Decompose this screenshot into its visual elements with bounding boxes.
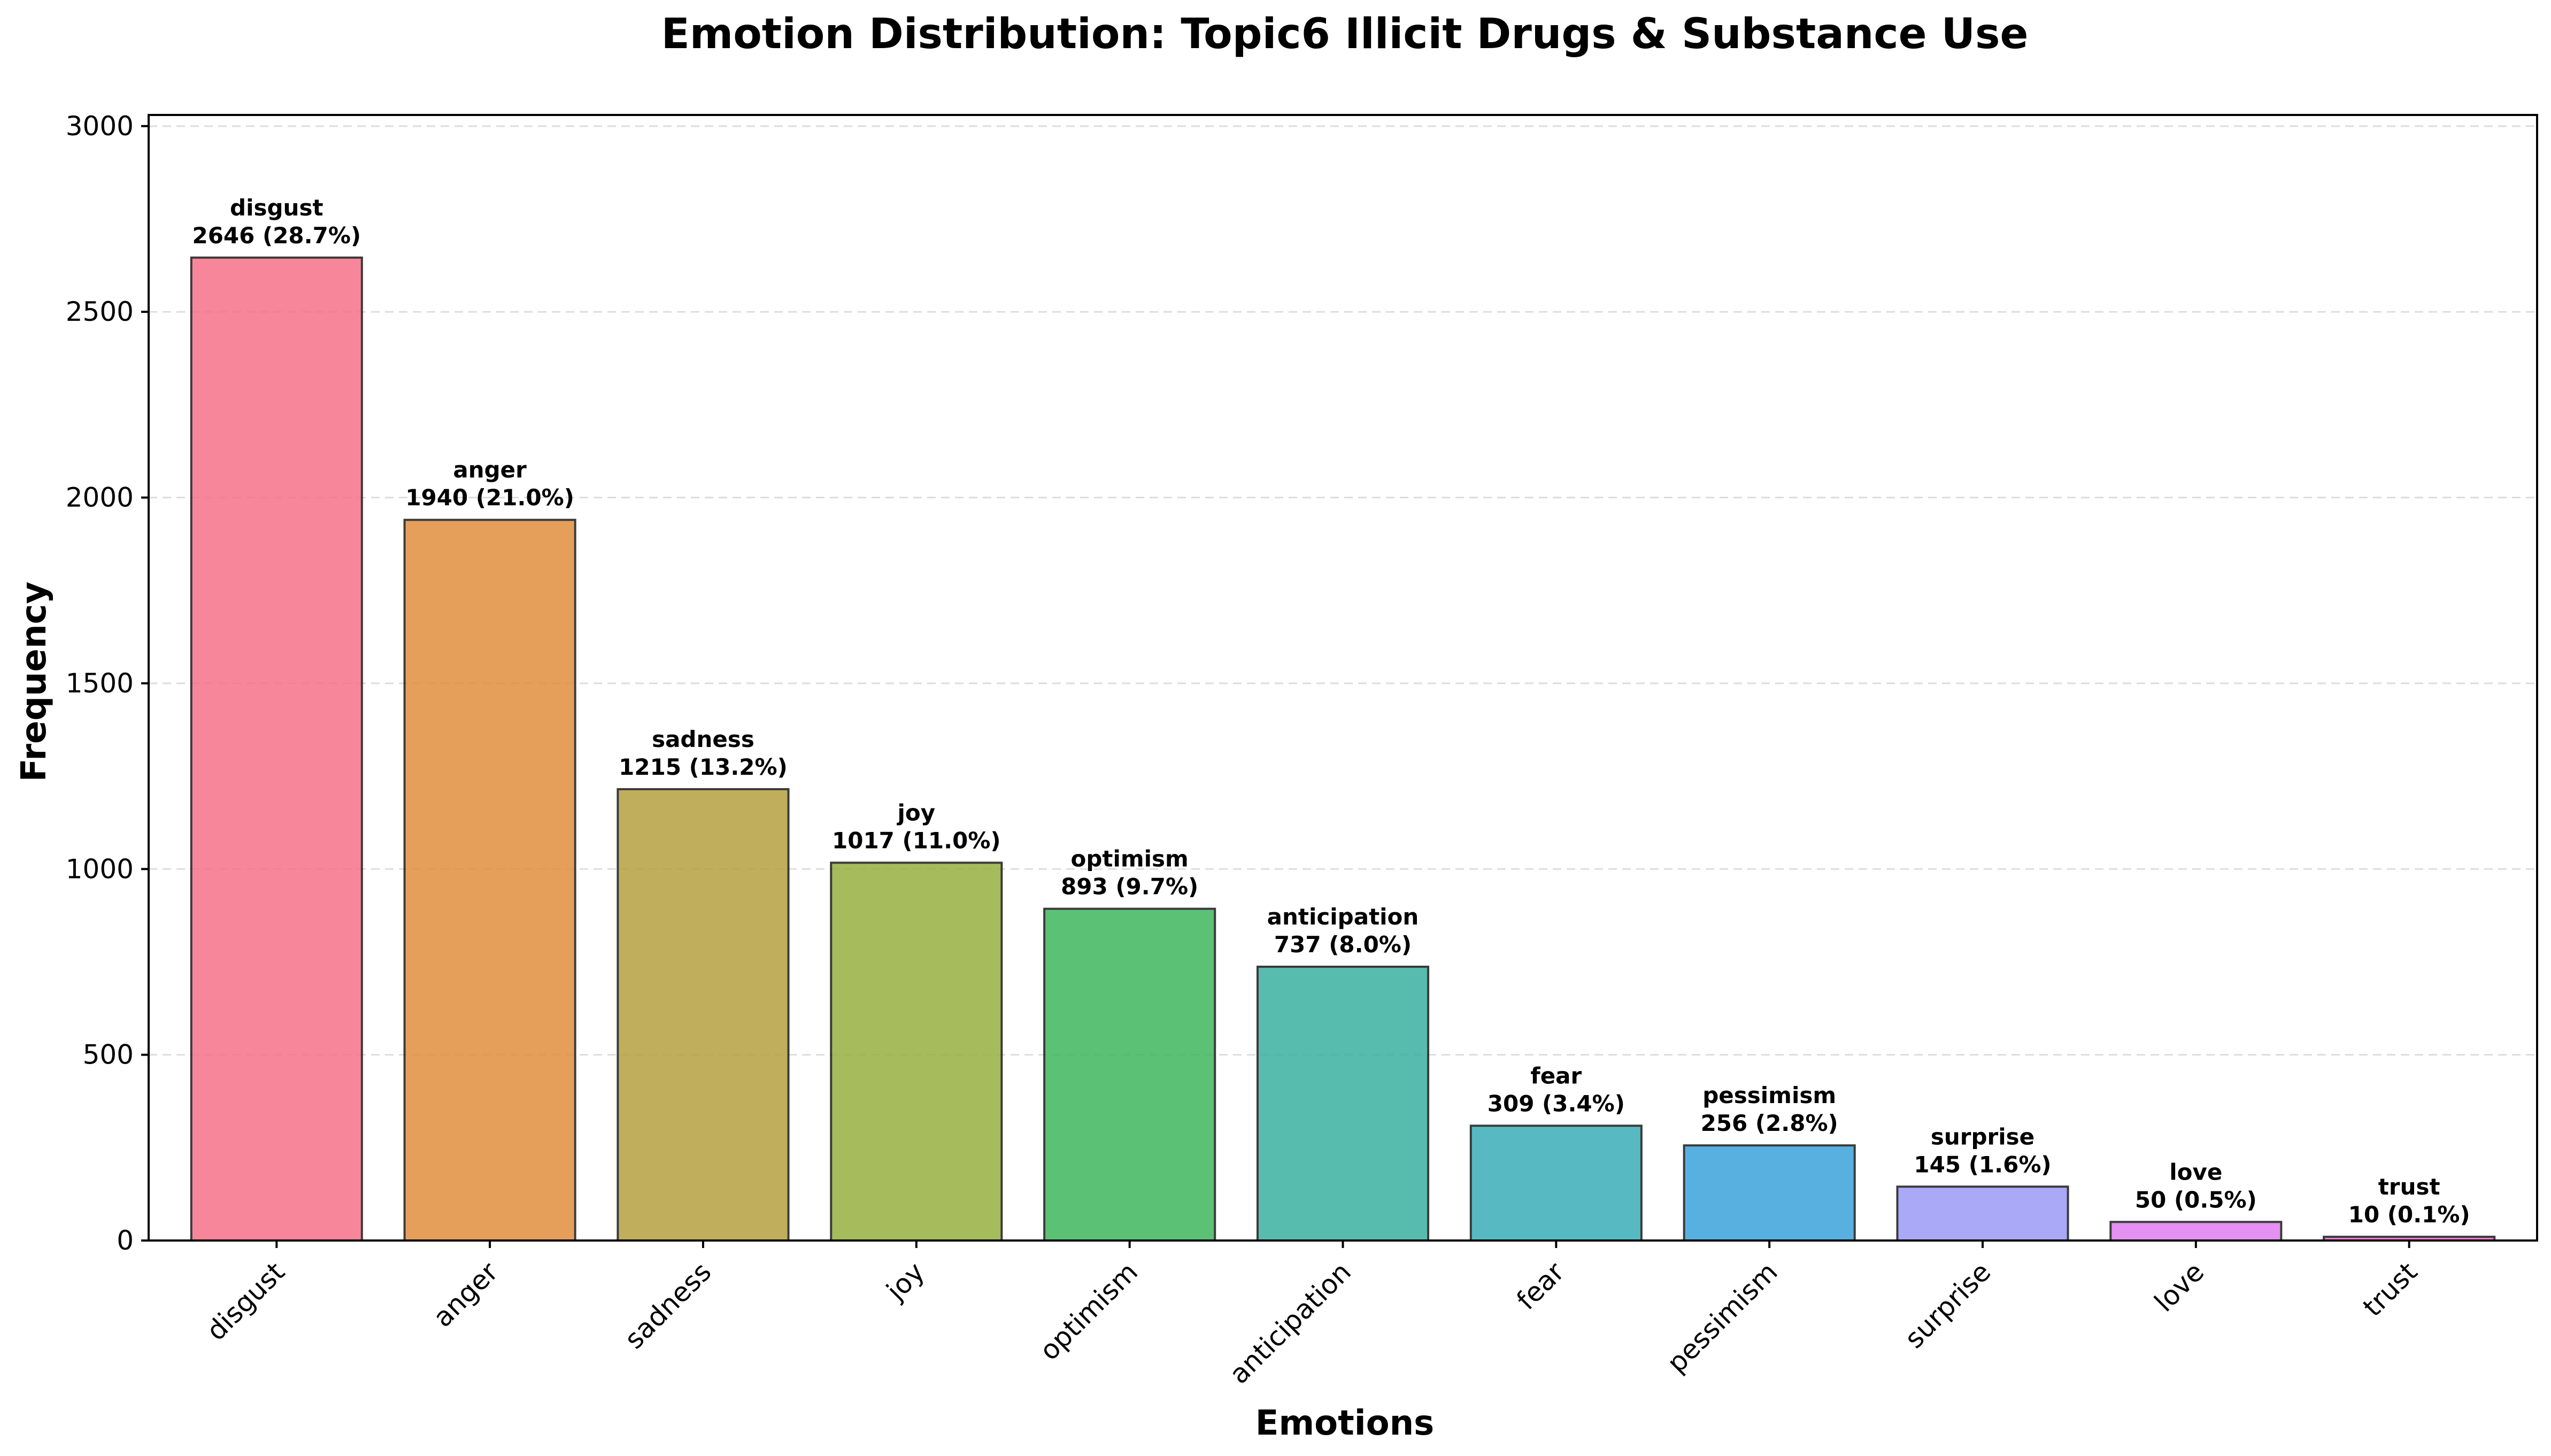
- y-axis-ticks: 0 500 1000 1500 2000 2500 3000: [66, 111, 149, 1256]
- bar-label-value: 1017 (11.0%): [832, 827, 1001, 853]
- x-tick-label: anticipation: [1223, 1256, 1357, 1390]
- bar-label-category: pessimism: [1702, 1082, 1836, 1108]
- bar-label-value: 10 (0.1%): [2348, 1201, 2470, 1228]
- y-tick-label: 1500: [66, 668, 134, 699]
- y-tick-label: 2500: [66, 296, 134, 327]
- x-axis-label: Emotions: [1255, 1404, 1435, 1443]
- bar-label-category: surprise: [1931, 1123, 2034, 1150]
- x-tick-label: pessimism: [1661, 1256, 1784, 1378]
- bar-pessimism: [1683, 1144, 1856, 1242]
- bar-label-category: anger: [453, 457, 527, 483]
- x-tick-label: disgust: [201, 1256, 291, 1346]
- x-tick-label: fear: [1510, 1256, 1570, 1316]
- y-tick-label: 3000: [66, 111, 134, 142]
- bar-joy: [830, 861, 1003, 1242]
- bar-label-category: love: [2169, 1159, 2222, 1185]
- bar-label-value: 256 (2.8%): [1701, 1110, 1838, 1136]
- x-tick-label: surprise: [1899, 1256, 1997, 1354]
- x-tick-label: trust: [2357, 1256, 2423, 1322]
- bar-love: [2109, 1221, 2283, 1242]
- bar-anger: [403, 519, 576, 1242]
- y-tick-label: 0: [117, 1225, 134, 1256]
- bar-label-category: trust: [2378, 1174, 2440, 1200]
- x-tick-label: joy: [880, 1256, 930, 1306]
- x-tick-label: anger: [427, 1256, 504, 1333]
- bar-label-category: sadness: [652, 726, 754, 752]
- y-tick-label: 500: [83, 1039, 134, 1070]
- y-tick-label: 1000: [66, 853, 134, 884]
- bar-label-value: 50 (0.5%): [2135, 1187, 2257, 1213]
- bar-label-category: anticipation: [1267, 904, 1419, 930]
- x-axis-ticks: disgust anger sadness joy optimism anticipati…: [201, 1241, 2423, 1390]
- x-tick-label: sadness: [619, 1256, 718, 1355]
- bar-label-category: joy: [897, 799, 936, 826]
- bar-label-category: disgust: [230, 195, 323, 221]
- bar-optimism: [1043, 907, 1216, 1242]
- bar-label-category: optimism: [1070, 846, 1188, 872]
- bar-disgust: [190, 256, 363, 1242]
- bar-fear: [1469, 1124, 1643, 1242]
- chart-title: Emotion Distribution: Topic6 Illicit Dru…: [661, 10, 2029, 58]
- bar-label-category: fear: [1530, 1062, 1582, 1089]
- bars: [190, 256, 2496, 1242]
- bar-label-value: 893 (9.7%): [1061, 874, 1198, 900]
- bar-label-value: 145 (1.6%): [1914, 1151, 2051, 1177]
- bar-surprise: [1896, 1185, 2069, 1242]
- bar-anticipation: [1256, 965, 1430, 1242]
- y-tick-label: 2000: [66, 482, 134, 513]
- bar-label-value: 1215 (13.2%): [619, 754, 788, 780]
- x-tick-label: love: [2148, 1256, 2210, 1318]
- bar-label-value: 309 (3.4%): [1488, 1090, 1625, 1116]
- y-axis-label: Frequency: [14, 582, 54, 782]
- bar-sadness: [616, 788, 790, 1242]
- bar-label-value: 737 (8.0%): [1274, 931, 1412, 958]
- bar-label-value: 1940 (21.0%): [405, 484, 574, 511]
- x-tick-label: optimism: [1034, 1256, 1144, 1366]
- bar-label-value: 2646 (28.7%): [192, 222, 361, 249]
